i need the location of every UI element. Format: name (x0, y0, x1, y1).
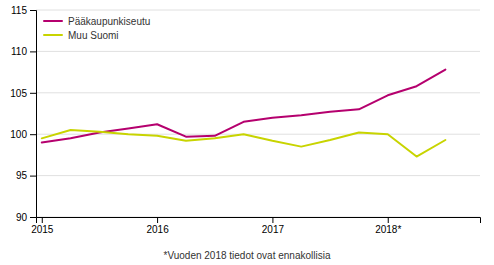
tick-label: 2016 (146, 224, 169, 235)
tick-label: 110 (11, 46, 27, 57)
tick-label: 2017 (262, 224, 285, 235)
grid-line (36, 51, 480, 52)
tick-label: 115 (11, 5, 27, 16)
axis-line (30, 11, 37, 218)
legend-label: Muu Suomi (68, 30, 119, 41)
lines (42, 70, 446, 157)
tick: 105 (10, 88, 36, 99)
tick-label: 90 (16, 212, 28, 223)
tick-mark (30, 10, 36, 11)
grid-line (36, 175, 480, 176)
grid (36, 10, 480, 217)
tick: 2015 (31, 217, 54, 235)
tick-mark (42, 217, 43, 223)
grid-line (36, 134, 480, 135)
tick-mark (30, 93, 36, 94)
plot-area: 2015 2016 2017 2018* 90 95 100 105 110 115 Pääkaup… (10, 5, 480, 235)
tick-mark (30, 134, 36, 135)
tick-mark (388, 217, 389, 223)
tick-label: 100 (10, 129, 27, 140)
tick-mark (30, 176, 36, 177)
tick-mark (30, 217, 36, 218)
legend: Pääkaupunkiseutu Muu Suomi (44, 16, 150, 41)
footnote: *Vuoden 2018 tiedot ovat ennakollisia (164, 250, 331, 261)
tick: 2016 (146, 217, 169, 235)
x-axis: 2015 2016 2017 2018* (31, 217, 480, 235)
tick-label: 2018* (375, 224, 401, 235)
tick: 2017 (262, 217, 285, 235)
chart: 2015 2016 2017 2018* 90 95 100 105 110 115 Pääkaup… (0, 0, 494, 265)
tick-label: 95 (16, 170, 28, 181)
tick-label: 2015 (31, 224, 54, 235)
tick: 110 (11, 46, 36, 57)
tick: 90 (16, 212, 36, 223)
tick-mark (157, 217, 158, 223)
series-line (42, 130, 446, 156)
grid-line (36, 92, 480, 93)
legend-swatch (44, 34, 62, 36)
tick-mark (272, 217, 273, 223)
tick-mark (30, 51, 36, 52)
tick-label: 105 (10, 88, 27, 99)
axis-line (37, 218, 481, 224)
legend-item: Muu Suomi (44, 30, 119, 41)
tick: 115 (11, 5, 36, 16)
legend-label: Pääkaupunkiseutu (68, 16, 150, 27)
tick: 95 (16, 170, 36, 181)
legend-swatch (44, 20, 62, 22)
tick: 2018* (375, 217, 401, 235)
y-axis: 90 95 100 105 110 115 (10, 5, 36, 223)
legend-item: Pääkaupunkiseutu (44, 16, 150, 27)
grid-line (36, 10, 480, 11)
tick: 100 (10, 129, 36, 140)
